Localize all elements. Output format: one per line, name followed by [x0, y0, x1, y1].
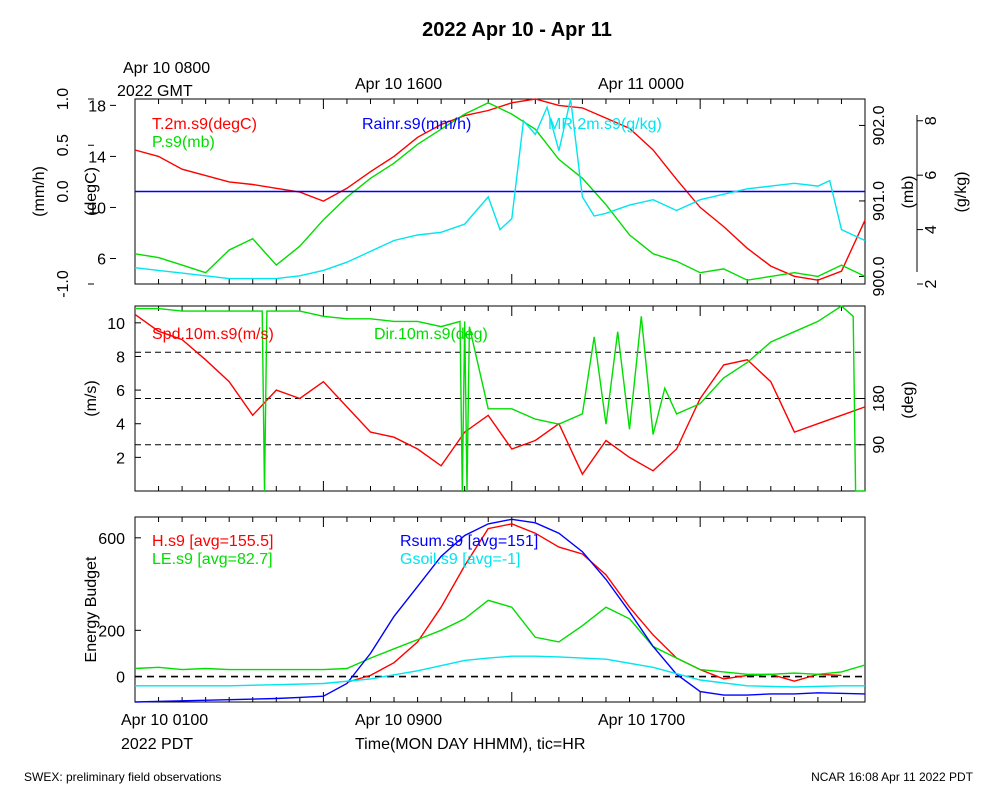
top-axis-mid: Apr 10 1600 — [355, 76, 442, 93]
series-line-rsum — [134, 518, 866, 703]
y-axis-label: (m/s) — [83, 380, 100, 416]
y-tick-label: 90 — [871, 436, 888, 454]
y-tick-label: 0.5 — [55, 134, 72, 156]
top-axis-end: Apr 11 0000 — [598, 76, 684, 93]
panel-energy-frame — [134, 516, 866, 703]
y-tick-label: 4 — [116, 417, 125, 434]
top-axis-start-line1: Apr 10 0800 — [123, 60, 210, 77]
series-line-p — [134, 102, 866, 281]
legend-label: H.s9 [avg=155.5] — [152, 533, 273, 550]
legend-label: T.2m.s9(degC) — [152, 116, 257, 133]
top-axis-start-line2: 2022 GMT — [117, 83, 193, 100]
y-tick-label: -1.0 — [55, 270, 72, 298]
y-tick-label: 8 — [116, 349, 125, 366]
footer-right: NCAR 16:08 Apr 11 2022 PDT — [811, 770, 974, 784]
bottom-axis-mid: Apr 10 0900 — [355, 712, 442, 729]
y-tick-label: 900.0 — [871, 256, 888, 296]
y-axis-label: Energy Budget — [83, 556, 100, 662]
y-tick-label: 901.0 — [871, 181, 888, 221]
y-tick-label: 180 — [871, 385, 888, 412]
series-line-le — [134, 599, 866, 676]
y-axis-label: (degC) — [83, 167, 100, 216]
y-tick-label: 14 — [88, 149, 106, 166]
legend-label: P.s9(mb) — [152, 134, 215, 151]
series-line-dir — [135, 305, 865, 492]
y-tick-label: 0.0 — [55, 180, 72, 202]
y-tick-label: 2 — [923, 279, 940, 288]
y-tick-label: 6 — [923, 171, 940, 180]
y-tick-label: 6 — [97, 251, 106, 268]
legend-label: Gsoil.s9 [avg=-1] — [400, 551, 521, 568]
chart-title: 2022 Apr 10 - Apr 11 — [422, 19, 612, 41]
legend-label: Spd.10m.s9(m/s) — [152, 326, 274, 343]
legend-label: Rsum.s9 [avg=151] — [400, 533, 538, 550]
bottom-axis-start-line1: Apr 10 0100 — [121, 712, 208, 729]
panel-thermo: -1.0 0.0 0.5 1.0 (mm/h) 6 10 14 18 (degC) 900.0 901… — [31, 88, 970, 298]
panel-wind: 2 4 6 8 10 (m/s) 90 180 (deg) Spd.10m.s9(m/s) Dir.… — [83, 305, 917, 492]
y-tick-label: 10 — [107, 316, 125, 333]
series-line-t — [134, 98, 866, 281]
y-axis-label: (deg) — [900, 381, 917, 418]
legend-label: Dir.10m.s9(deg) — [374, 326, 488, 343]
y-axis-label: (mb) — [900, 176, 917, 209]
series-line-gsoil — [135, 655, 865, 688]
y-tick-label: 6 — [116, 383, 125, 400]
legend-label: Rainr.s9(mm/h) — [362, 116, 471, 133]
panel-energy: 0 200 600 Energy Budget H.s9 [avg=155.5]LE.s… — [83, 517, 866, 703]
y-tick-label: 1.0 — [55, 88, 72, 110]
legend-label: MR.2m.s9(g/kg) — [548, 116, 662, 133]
y-axis-label: (mm/h) — [31, 166, 48, 217]
y-tick-label: 10 — [88, 200, 106, 217]
y-axis-label: (g/kg) — [953, 172, 970, 213]
legend-label: LE.s9 [avg=82.7] — [152, 551, 273, 568]
bottom-axis-end: Apr 10 1700 — [598, 712, 685, 729]
x-axis-label: Time(MON DAY HHMM), tic=HR — [355, 736, 585, 753]
footer-left: SWEX: preliminary field observations — [24, 770, 221, 784]
y-tick-label: 200 — [98, 623, 125, 640]
y-tick-label: 18 — [88, 98, 106, 115]
bottom-axis-start-line2: 2022 PDT — [121, 736, 193, 753]
y-tick-label: 8 — [923, 116, 940, 125]
y-tick-label: 0 — [116, 670, 125, 687]
series-line-spd — [134, 313, 866, 476]
y-tick-label: 902.0 — [871, 105, 888, 145]
series-line-mr — [134, 98, 866, 280]
y-tick-label: 2 — [116, 450, 125, 467]
y-tick-label: 4 — [923, 225, 940, 234]
y-tick-label: 600 — [98, 531, 125, 548]
